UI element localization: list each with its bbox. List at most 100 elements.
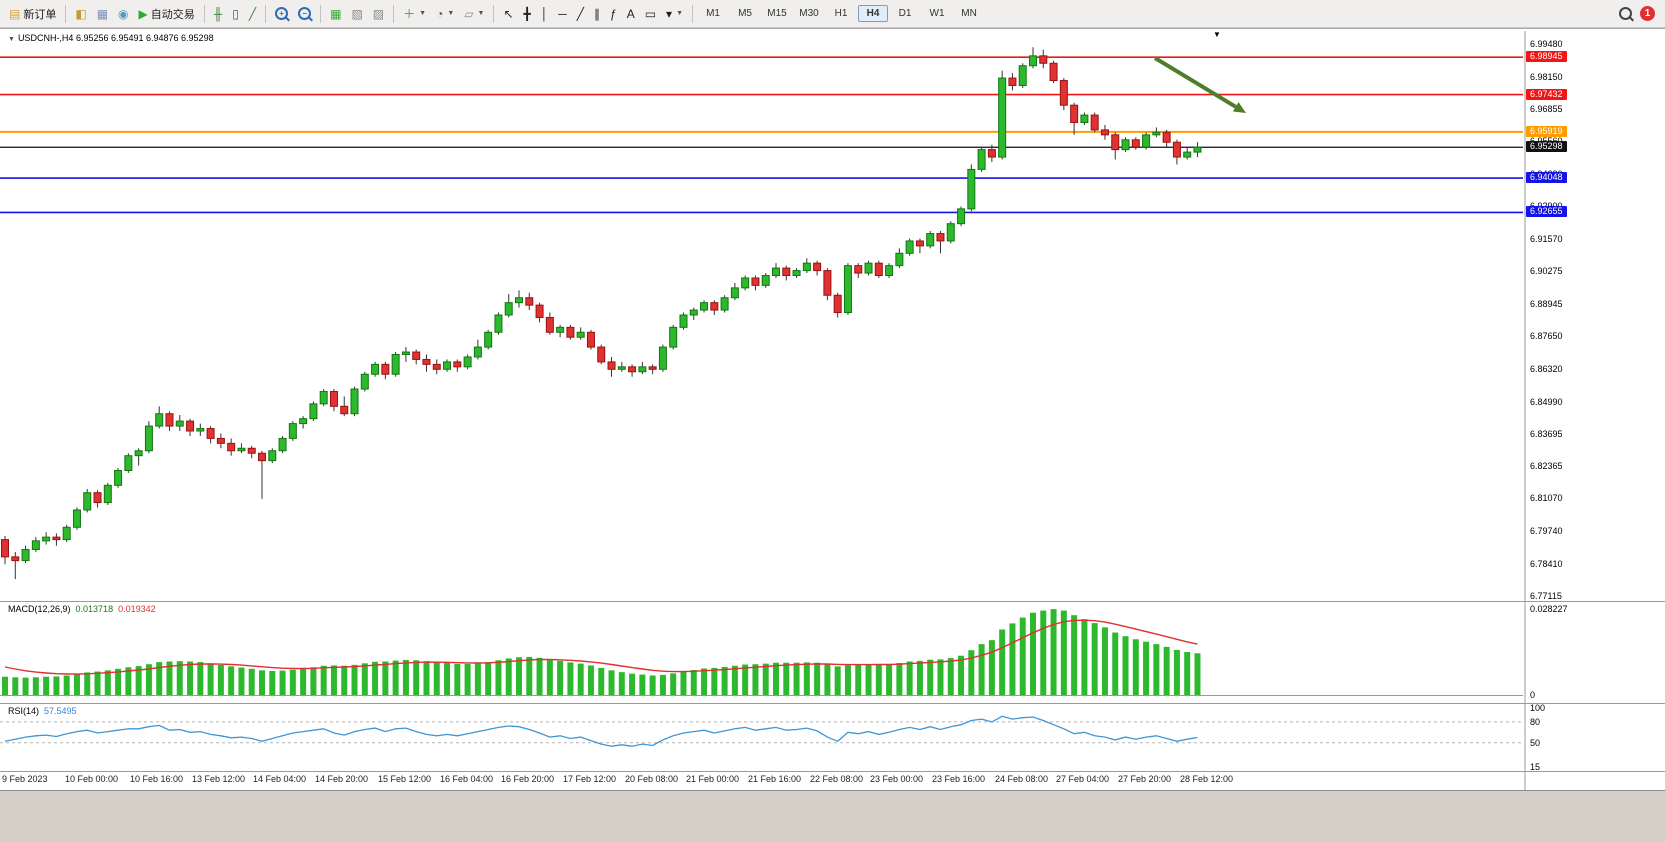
macd-histogram-bar — [1101, 627, 1108, 695]
macd-indicator-label: MACD(12,26,9) 0.013718 0.019342 — [8, 604, 156, 614]
timeframe-button-mn[interactable]: MN — [961, 8, 977, 19]
line-chart-icon-icon: ╱ — [248, 6, 257, 21]
shapes-button-icon: ▾ — [666, 6, 673, 21]
cascade-windows-icon-icon: ▧ — [351, 6, 363, 21]
timeframe-button-w1[interactable]: W1 — [929, 8, 945, 19]
chart-window[interactable]: ▼ USDCNH-,H4 6.95256 6.95491 6.94876 6.95… — [0, 28, 1665, 791]
macd-histogram-bar — [711, 667, 718, 695]
navigator-icon-icon: ◉ — [118, 6, 129, 21]
candle — [679, 314, 688, 328]
rsi-axis-label: 80 — [1530, 716, 1541, 727]
navigator-icon[interactable]: ◉ — [114, 3, 132, 25]
indicators-button[interactable]: ▱ ▼ — [460, 3, 488, 25]
macd-histogram-bar — [649, 675, 656, 695]
macd-histogram-bar — [207, 663, 214, 695]
candle — [340, 405, 349, 415]
macd-signal-line — [4, 619, 1198, 675]
profiles-button[interactable]: ◔ ▼ — [432, 3, 458, 25]
macd-histogram-bar — [495, 660, 502, 695]
cascade-windows-icon[interactable]: ▧ — [347, 3, 366, 25]
price-line-badge: 6.95919 — [1526, 125, 1567, 137]
market-watch-icon[interactable]: ◧ — [71, 3, 90, 25]
candle — [751, 277, 760, 286]
timeframe-button-m15[interactable]: M15 — [767, 8, 787, 19]
macd-histogram-bar — [1009, 623, 1016, 695]
macd-histogram-bar — [433, 662, 440, 695]
candle — [247, 447, 256, 454]
notification-badge[interactable]: 1 — [1640, 6, 1655, 21]
toolbar-separator — [203, 4, 205, 23]
arrange-windows-icon[interactable]: ▨ — [369, 3, 388, 25]
crosshair-button[interactable]: ╋ — [520, 3, 535, 25]
zoom-in-button[interactable]: + — [271, 3, 292, 25]
timeframe-button-m30[interactable]: M30 — [799, 8, 819, 19]
macd-histogram-bar — [53, 676, 60, 695]
search-icon[interactable] — [1619, 7, 1632, 20]
candle — [1039, 55, 1048, 64]
tile-windows-icon[interactable]: ▦ — [326, 3, 345, 25]
data-window-icon[interactable]: ▦ — [93, 3, 112, 25]
shapes-button[interactable]: ▾ ▼ — [662, 3, 687, 25]
candlestick-chart-icon[interactable]: ▯ — [228, 3, 243, 25]
price-axis-label: 6.90275 — [1530, 266, 1563, 277]
trend-arrow[interactable] — [1153, 56, 1237, 109]
label-button[interactable]: ▭ — [641, 3, 660, 25]
candle — [1183, 151, 1192, 158]
macd-histogram-bar — [361, 663, 368, 695]
macd-histogram-bar — [999, 629, 1006, 695]
timeframe-button-m1[interactable]: M1 — [706, 8, 720, 19]
macd-histogram-bar — [916, 660, 923, 695]
macd-histogram-bar — [464, 663, 471, 695]
time-axis-label: 28 Feb 12:00 — [1180, 774, 1234, 784]
current-price-badge: 6.95298 — [1526, 141, 1567, 153]
dropdown-caret-icon: ▼ — [676, 10, 684, 17]
timeframe-button-h1[interactable]: H1 — [834, 8, 848, 19]
chart-title: ▼ USDCNH-,H4 6.95256 6.95491 6.94876 6.95… — [8, 33, 214, 43]
bar-chart-icon[interactable]: ╫ — [210, 3, 227, 25]
label-button-icon: ▭ — [644, 6, 657, 21]
candle — [422, 358, 431, 365]
vertical-line-button[interactable]: │ — [537, 3, 553, 25]
text-button[interactable]: A — [623, 3, 639, 25]
macd-histogram-bar — [1040, 610, 1047, 695]
candle — [196, 428, 205, 432]
macd-histogram-bar — [988, 640, 995, 695]
candle — [1193, 146, 1202, 153]
candle — [720, 297, 729, 311]
trend-arrow-head — [1232, 102, 1246, 113]
candle — [1, 539, 9, 558]
candle — [1090, 114, 1099, 131]
macd-axis-label: 0 — [1530, 690, 1536, 700]
candle — [443, 361, 452, 370]
fibonacci-button[interactable]: ƒ — [606, 3, 621, 25]
timeframe-button-m5[interactable]: M5 — [738, 8, 752, 19]
time-axis-label: 16 Feb 20:00 — [501, 774, 555, 784]
time-axis-label: 9 Feb 2023 — [2, 774, 48, 784]
candle — [977, 149, 986, 170]
macd-histogram-bar — [721, 666, 728, 695]
candle — [638, 366, 647, 373]
macd-histogram-bar — [392, 660, 399, 695]
new-order-button[interactable]: ▤ 新订单 — [5, 3, 60, 25]
zoom-out-button[interactable]: − — [294, 3, 315, 25]
timeframe-button-d1[interactable]: D1 — [898, 8, 912, 19]
new-chart-button[interactable]: ＋ ▼ — [399, 3, 430, 25]
timeframe-button-h4[interactable]: H4 — [858, 5, 889, 22]
candle — [463, 356, 472, 368]
horizontal-line-button[interactable]: ─ — [554, 3, 571, 25]
macd-histogram-bar — [680, 671, 687, 695]
trendline-button[interactable]: ╱ — [573, 3, 588, 25]
cursor-button[interactable]: ↖ — [499, 3, 517, 25]
rsi-axis-label: 50 — [1530, 737, 1541, 748]
macd-histogram-bar — [1163, 646, 1170, 695]
price-line-badge: 6.98945 — [1526, 51, 1567, 63]
autotrading-button[interactable]: ▶ 自动交易 — [135, 3, 199, 25]
macd-histogram-bar — [834, 666, 841, 695]
chart-shift-marker-icon[interactable]: ▼ — [1213, 30, 1221, 39]
channel-button[interactable]: ∥ — [590, 3, 604, 25]
macd-histogram-bar — [485, 662, 492, 695]
line-chart-icon[interactable]: ╱ — [245, 3, 260, 25]
chart-collapse-icon[interactable]: ▼ — [8, 36, 15, 43]
macd-histogram-bar — [454, 663, 461, 695]
candle — [391, 353, 400, 375]
